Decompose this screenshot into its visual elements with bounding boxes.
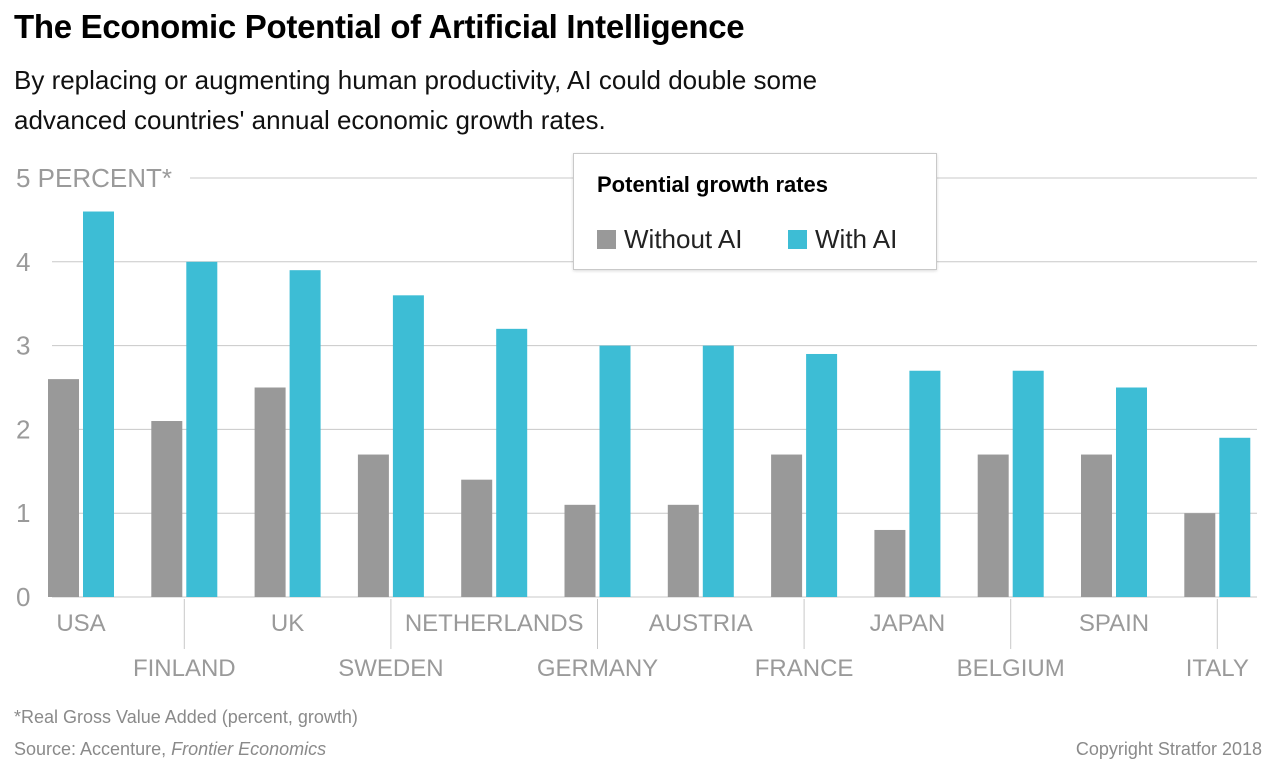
legend-label-without-ai: Without AI	[624, 224, 743, 254]
y-tick-label: 3	[16, 331, 30, 361]
x-tick-label: FRANCE	[755, 655, 854, 682]
bar-without-ai-finland	[151, 421, 183, 597]
bar-with-ai-spain	[1116, 387, 1147, 597]
y-tick-label: 2	[16, 414, 30, 444]
y-tick-label: 4	[16, 247, 30, 277]
footnote: *Real Gross Value Added (percent, growth…	[14, 707, 358, 727]
source-note: Source: Accenture, Frontier Economics	[14, 739, 326, 760]
bar-with-ai-usa	[83, 211, 114, 597]
bar-with-ai-netherlands	[496, 328, 528, 597]
bar-with-ai-belgium	[1012, 370, 1044, 597]
x-tick-label: NETHERLANDS	[405, 610, 584, 637]
bar-without-ai-uk	[254, 387, 286, 597]
source-italic: Frontier Economics	[171, 739, 327, 759]
legend-item-without-ai: Without AI	[597, 224, 743, 255]
bar-with-ai-italy	[1219, 437, 1251, 597]
bar-with-ai-germany	[599, 345, 631, 597]
y-tick-label: 0	[16, 582, 30, 612]
bar-without-ai-italy	[1184, 513, 1216, 597]
bar-without-ai-sweden	[357, 454, 389, 597]
legend: Potential growth rates Without AI With A…	[573, 153, 937, 270]
x-tick-label: GERMANY	[537, 655, 658, 682]
chart-title: The Economic Potential of Artificial Int…	[14, 8, 745, 45]
chart-subtitle: By replacing or augmenting human product…	[14, 65, 818, 135]
bar-with-ai-japan	[909, 370, 941, 597]
legend-title: Potential growth rates	[597, 172, 829, 197]
bar-with-ai-austria	[702, 345, 734, 597]
x-tick-label: BELGIUM	[957, 655, 1065, 682]
x-axis-labels: USA FINLAND UK SWEDEN NETHERLANDS GERMANY AUST…	[56, 599, 1249, 682]
x-tick-label: SPAIN	[1079, 610, 1149, 637]
legend-item-with-ai: With AI	[788, 224, 897, 255]
bar-with-ai-finland	[186, 261, 218, 597]
bars	[48, 211, 1251, 597]
x-tick-label: UK	[271, 610, 304, 637]
y-tick-label: 1	[16, 498, 30, 528]
bar-without-ai-france	[771, 454, 803, 597]
legend-label-with-ai: With AI	[815, 224, 898, 254]
legend-swatch-with-ai	[788, 230, 807, 249]
source-prefix: Source: Accenture,	[14, 739, 172, 759]
bar-without-ai-japan	[874, 529, 906, 597]
legend-swatch-without-ai	[597, 230, 616, 249]
x-tick-label: FINLAND	[133, 655, 236, 682]
bar-chart: 0 1 2 3 4 5 PERCENT* USA FINLAND UK SWEDEN NETHER…	[16, 163, 1257, 682]
bar-with-ai-sweden	[392, 295, 424, 597]
bar-with-ai-uk	[289, 270, 321, 597]
y-axis-ticks: 0 1 2 3 4 5 PERCENT*	[16, 163, 172, 612]
bar-without-ai-spain	[1081, 454, 1112, 597]
bar-without-ai-usa	[48, 379, 79, 597]
bar-without-ai-germany	[564, 504, 596, 597]
copyright: Copyright Stratfor 2018	[1075, 739, 1262, 759]
x-tick-label: JAPAN	[870, 610, 946, 637]
x-tick-label: USA	[56, 610, 105, 637]
x-tick-label: AUSTRIA	[649, 610, 753, 637]
x-tick-label: SWEDEN	[338, 655, 443, 682]
bar-without-ai-netherlands	[461, 479, 493, 597]
x-tick-label: ITALY	[1186, 655, 1249, 682]
bar-without-ai-belgium	[977, 454, 1009, 597]
bar-without-ai-austria	[667, 504, 699, 597]
y-tick-label: 5 PERCENT*	[16, 163, 172, 193]
bar-with-ai-france	[806, 353, 838, 597]
